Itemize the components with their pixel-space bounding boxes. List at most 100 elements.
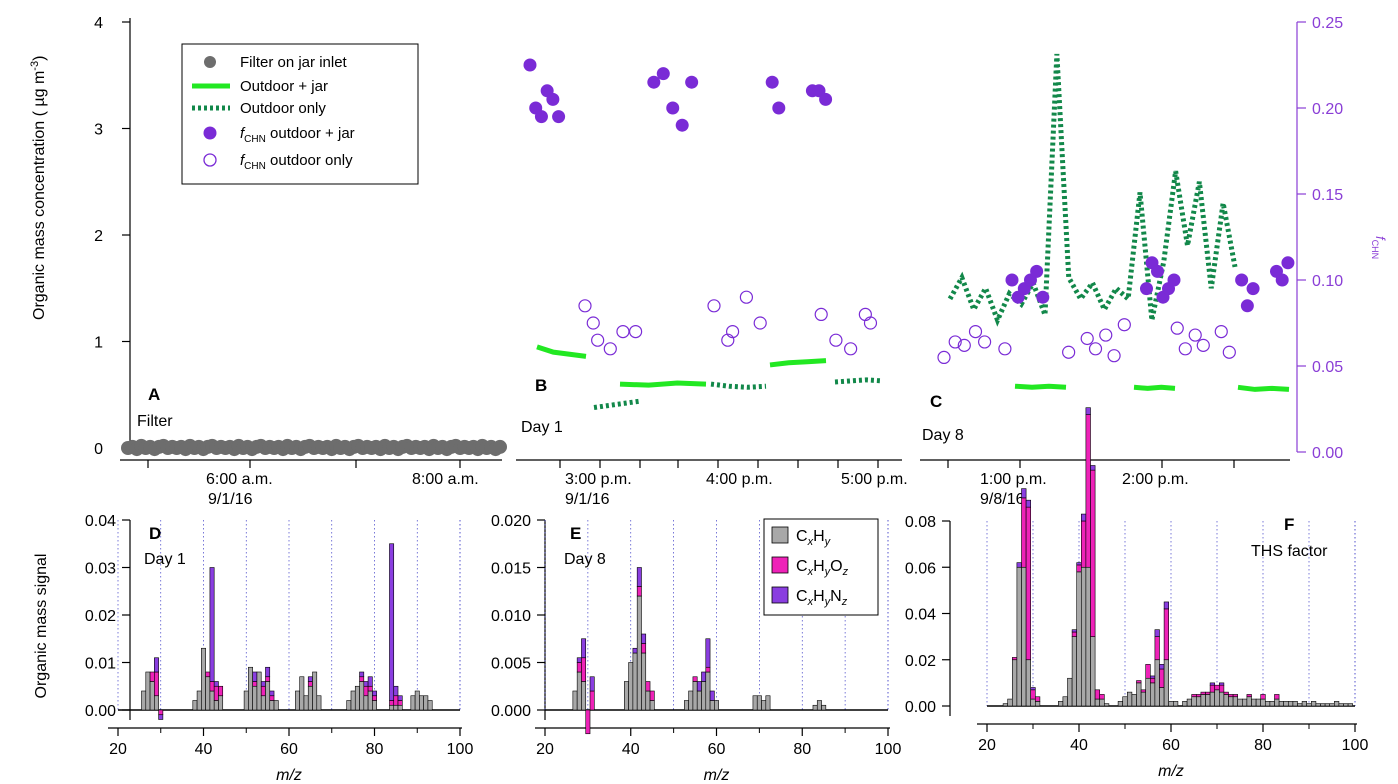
bar-cxhyoz	[1260, 694, 1266, 700]
bar-cxhynz	[265, 666, 271, 678]
bar-y-tick-label: 0.015	[491, 561, 531, 578]
bar-cxhyoz	[1145, 664, 1151, 679]
bar-cxhy	[752, 695, 758, 711]
y-tick-label: 3	[94, 122, 103, 139]
bar-cxhyoz	[1071, 631, 1077, 637]
bar-cxhy	[196, 690, 202, 711]
outdoor-jar-line	[769, 358, 827, 368]
bar-y-tick-label: 0.03	[85, 561, 116, 578]
bar-cxhyoz	[1025, 506, 1031, 661]
bar-cxhy	[1288, 701, 1294, 707]
bar-cxhy	[248, 666, 253, 711]
bar-cxhy	[1002, 703, 1008, 707]
y-tick-label: 4	[94, 15, 103, 32]
legend-label-fchn-jar: fCHN outdoor + jar	[240, 125, 355, 145]
bar-cxhy	[1150, 682, 1156, 707]
bar-cxhy	[628, 662, 634, 711]
bar-x-tick-label: 100	[875, 741, 902, 758]
bar-cxhy	[260, 695, 266, 711]
bar-cxhyoz	[645, 681, 651, 692]
fchn-only-point	[968, 325, 983, 339]
bar-cxhy	[201, 647, 206, 711]
bar-cxhynz	[393, 685, 399, 697]
bar-cxhy	[1315, 703, 1321, 707]
bar-cxhy	[1182, 701, 1188, 707]
bar-cxhyoz	[576, 662, 582, 673]
legend-marker-filter	[204, 56, 216, 68]
time-tick-b-2: 5:00 p.m.	[841, 471, 908, 488]
bar-cxhy	[1085, 566, 1091, 707]
bar-legend-label-cxhynz: CxHyNz	[796, 588, 848, 608]
bar-cxhyoz	[1219, 684, 1225, 693]
top-data-marks	[121, 53, 1295, 457]
bar-cxhy	[367, 690, 373, 711]
bar-cxhy	[1209, 691, 1215, 707]
fchn-only-point	[1062, 345, 1076, 359]
fchn-only-point	[1188, 328, 1202, 342]
bar-cxhy	[581, 681, 587, 711]
fchn-jar-point	[765, 75, 779, 89]
time-tick-b-1: 4:00 p.m.	[706, 471, 773, 488]
time-date-c: 9/8/16	[980, 491, 1025, 508]
fchn-only-point	[998, 342, 1012, 356]
panel-letter-f: F	[1284, 515, 1294, 534]
bar-y-tick-label: 0.020	[491, 513, 531, 530]
fchn-jar-point	[1036, 290, 1050, 304]
fchn-jar-point	[552, 110, 566, 124]
bar-cxhy	[1205, 694, 1211, 707]
bar-x-tick-label: 40	[195, 741, 213, 758]
bar-cxhy	[1030, 698, 1036, 707]
y-tick-label: 2	[94, 228, 103, 245]
bar-y-tick-label: 0.005	[491, 656, 531, 673]
bar-x-tick-label: 80	[793, 741, 811, 758]
bar-cxhyoz	[1140, 689, 1146, 693]
bar-cxhy	[1329, 703, 1335, 707]
bar-cxhyoz	[1274, 694, 1280, 700]
bar-cxhyoz	[397, 700, 403, 706]
fchn-only-point	[1080, 331, 1094, 346]
bar-cxhynz	[701, 671, 707, 682]
fchn-jar-point	[675, 118, 689, 132]
time-date-b: 9/1/16	[565, 491, 610, 508]
y-tick-label: 0	[94, 441, 103, 458]
bar-cxhyoz	[393, 695, 399, 706]
bar-cxhyoz	[359, 676, 365, 682]
panel-caption-f: THS factor	[1251, 543, 1328, 560]
bar-cxhyoz	[363, 685, 369, 697]
bar-cxhy	[812, 704, 818, 711]
bar-x-axis-label: m/z	[704, 767, 730, 784]
panel-letter-c: C	[930, 392, 942, 411]
bar-y-tick-label: 0.00	[85, 703, 116, 720]
bar-cxhy	[149, 681, 155, 711]
bar-cxhy	[1343, 703, 1349, 707]
bar-cxhynz	[581, 638, 587, 659]
bar-cxhynz	[1076, 562, 1082, 566]
fchn-only-point	[1178, 342, 1192, 356]
bar-cxhy	[1324, 703, 1330, 707]
bar-cxhynz	[1030, 687, 1036, 691]
bar-cxhy	[1228, 696, 1234, 707]
bar-cxhyoz	[636, 586, 642, 597]
bar-x-tick-label: 20	[109, 741, 127, 758]
bar-cxhyoz	[1196, 694, 1202, 698]
bar-cxhynz	[209, 567, 215, 682]
bar-cxhyoz	[1209, 684, 1215, 693]
bar-cxhyoz	[1136, 680, 1142, 684]
bar-cxhy	[1255, 698, 1261, 707]
right-axis-label: fCHN	[1370, 236, 1388, 259]
bar-cxhynz	[636, 567, 642, 587]
panel-caption-b: Day 1	[521, 419, 563, 436]
bar-cxhynz	[1219, 682, 1225, 686]
bar-cxhy	[393, 704, 399, 711]
fchn-only-point	[578, 299, 592, 313]
bar-cxhy	[624, 681, 629, 711]
bar-cxhy	[1016, 566, 1022, 707]
bar-cxhy	[372, 700, 377, 711]
bar-x-tick-label: 40	[1070, 737, 1088, 754]
bar-cxhy	[1145, 677, 1151, 707]
bar-cxhy	[1306, 703, 1312, 707]
bar-cxhyoz	[213, 685, 219, 701]
bar-cxhy	[316, 695, 322, 711]
time-tick-b-0: 3:00 p.m.	[565, 471, 632, 488]
bar-cxhyoz	[149, 671, 155, 682]
